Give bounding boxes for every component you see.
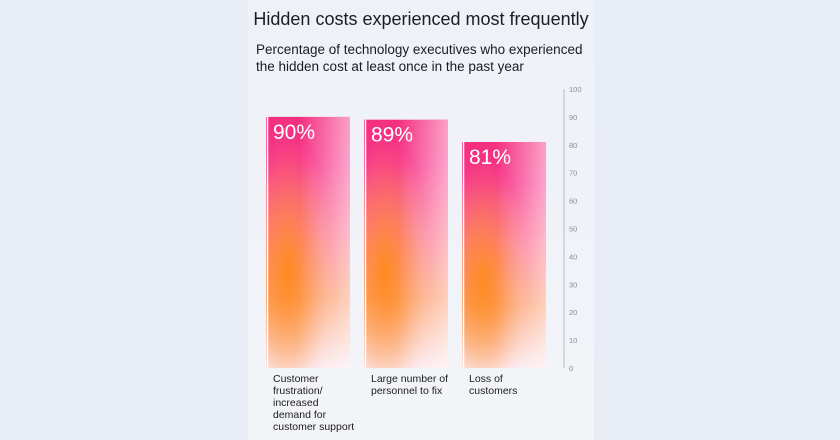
x-category-label-line: frustration/ — [273, 385, 323, 397]
x-category-label-line: Large number of — [371, 373, 449, 385]
x-category-label-line: customer support — [273, 421, 355, 433]
y-tick-label: 30 — [569, 280, 577, 289]
y-tick-label: 80 — [569, 141, 577, 150]
x-category-label-line: personnel to fix — [371, 385, 443, 397]
y-tick-label: 90 — [569, 113, 577, 122]
bar-1: 90% — [266, 116, 350, 369]
chart-subtitle: Percentage of technology executives who … — [256, 42, 583, 74]
bar-value-label-3: 81% — [469, 146, 511, 169]
y-tick-label: 40 — [569, 252, 577, 261]
x-category-label-line: customers — [469, 385, 518, 397]
x-category-label-line: increased — [273, 397, 319, 409]
x-category-label-line: demand for — [273, 409, 327, 421]
x-category-label-1: Customer frustration/increased demand for c… — [273, 373, 365, 433]
x-category-label-3: Loss of customers — [469, 373, 561, 397]
y-tick-label: 10 — [569, 336, 577, 345]
chart-title: Hidden costs experienced most frequently — [253, 9, 589, 29]
x-category-label-line: Customer — [273, 373, 319, 385]
bar-value-label-2: 89% — [371, 124, 413, 147]
x-category-label-2: Large number of personnel to fix — [371, 373, 463, 397]
y-tick-label: 20 — [569, 308, 577, 317]
bar-2: 89% — [364, 119, 448, 368]
y-tick-label: 70 — [569, 169, 577, 178]
y-tick-label: 60 — [569, 197, 577, 206]
bar-value-label-1: 90% — [273, 121, 315, 144]
x-category-label-line: Loss of — [469, 373, 503, 385]
y-tick-label: 0 — [569, 364, 573, 373]
bar-3: 81% — [462, 142, 546, 368]
y-tick-label: 100 — [569, 85, 582, 94]
y-tick-label: 50 — [569, 225, 577, 234]
